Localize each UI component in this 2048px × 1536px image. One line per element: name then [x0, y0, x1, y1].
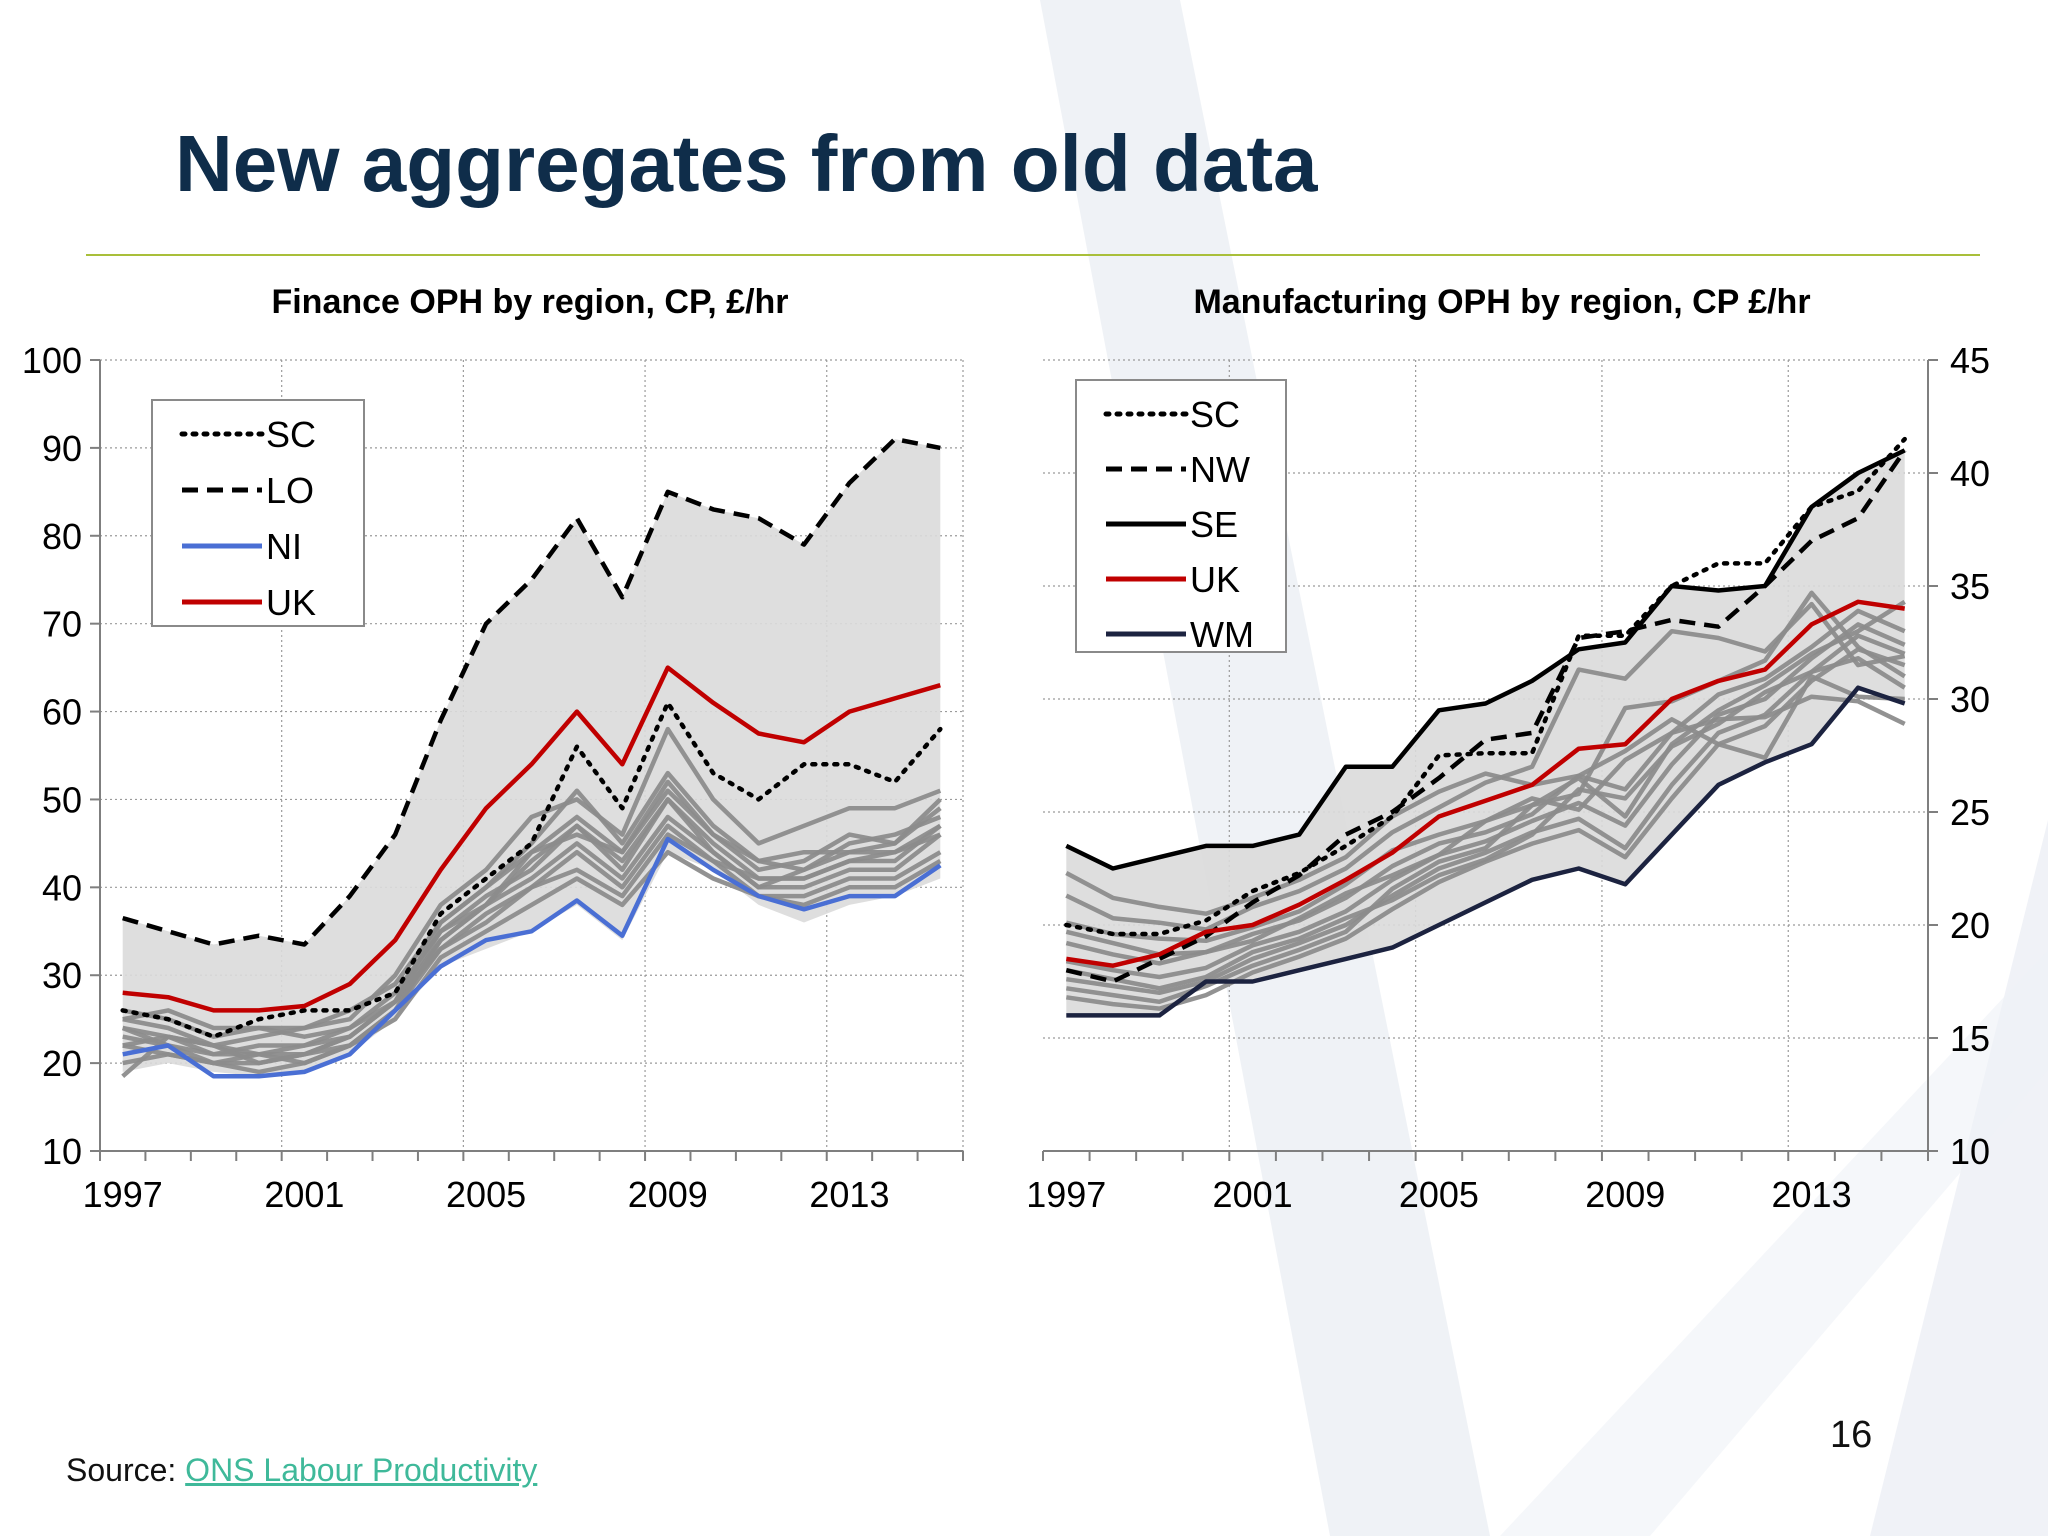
series-line-uk	[122, 665, 941, 1013]
region-line	[122, 832, 942, 1039]
region-line	[1065, 694, 1906, 957]
legend-label-uk: UK	[266, 582, 316, 623]
page-number: 16	[1830, 1414, 1873, 1456]
range-band	[122, 439, 941, 1077]
y-tick-label: 20	[42, 1043, 82, 1084]
y-tick-label: 10	[1950, 1131, 1990, 1172]
y-tick-label: 60	[42, 692, 82, 733]
y-tick-label: 80	[42, 516, 82, 557]
y-tick-label: 70	[42, 604, 82, 645]
x-tick-label: 2001	[1213, 1174, 1293, 1215]
x-tick-label: 2009	[1585, 1174, 1665, 1215]
region-line	[122, 770, 942, 1048]
y-tick-label: 35	[1950, 566, 1990, 607]
y-tick-label: 20	[1950, 905, 1990, 946]
series-line-ni	[122, 836, 942, 1079]
x-tick-label: 2009	[628, 1174, 708, 1215]
series-line-uk	[1065, 599, 1906, 968]
x-tick-label: 1997	[83, 1174, 163, 1215]
legend: SC NW SE UK WM	[1075, 379, 1287, 655]
x-tick-label: 2005	[1399, 1174, 1479, 1215]
y-tick-label: 40	[42, 867, 82, 908]
legend-label-wm: WM	[1190, 614, 1254, 655]
legend-label-se: SE	[1190, 504, 1238, 545]
manufacturing-chart: Manufacturing OPH by region, CP £/hr 1997…	[1026, 283, 1990, 1215]
x-tick-label: 2001	[264, 1174, 344, 1215]
range-band	[1066, 450, 1905, 1016]
legend-box	[151, 399, 365, 627]
region-line	[1065, 601, 1906, 932]
y-tick-label: 45	[1950, 340, 1990, 381]
y-tick-label: 10	[42, 1131, 82, 1172]
region-line	[1065, 656, 1906, 991]
y-tick-label: 40	[1950, 453, 1990, 494]
chart-title: Manufacturing OPH by region, CP £/hr	[1193, 283, 1810, 321]
y-tick-label: 30	[42, 955, 82, 996]
y-tick-label: 90	[42, 428, 82, 469]
region-line	[1065, 599, 1906, 1005]
chart-title: Finance OPH by region, CP, £/hr	[271, 283, 788, 321]
legend: SC LO NI UK	[151, 399, 365, 627]
series-line-wm	[1066, 685, 1906, 1018]
x-tick-label: 1997	[1026, 1174, 1106, 1215]
finance-chart: Finance OPH by region, CP, £/hr 1997 2001 2…	[22, 283, 964, 1215]
series-line-lo	[122, 436, 941, 947]
y-tick-label: 25	[1950, 792, 1990, 833]
source-note: Source: ONS Labour Productivity	[66, 1452, 537, 1489]
region-line	[1065, 674, 1905, 916]
y-tick-label: 30	[1950, 679, 1990, 720]
legend-label-sc: SC	[266, 414, 316, 455]
y-tick-label: 15	[1950, 1018, 1990, 1059]
legend-label-nw: NW	[1190, 449, 1250, 490]
y-tick-label: 50	[42, 779, 82, 820]
title-divider	[86, 254, 1980, 256]
source-link[interactable]: ONS Labour Productivity	[185, 1452, 538, 1488]
x-tick-label: 2013	[1772, 1174, 1852, 1215]
region-line	[1065, 622, 1906, 980]
legend-label-lo: LO	[266, 470, 314, 511]
legend-label-ni: NI	[266, 526, 302, 567]
y-tick-label: 100	[22, 340, 82, 381]
source-label: Source:	[66, 1452, 186, 1488]
legend-label-uk: UK	[1190, 559, 1240, 600]
x-tick-label: 2013	[809, 1174, 889, 1215]
series-line-sc	[1064, 436, 1907, 937]
series-line-se	[1065, 448, 1906, 871]
x-tick-label: 2005	[446, 1174, 526, 1215]
legend-box	[1075, 379, 1287, 653]
region-line	[121, 788, 942, 1078]
legend-label-sc: SC	[1190, 394, 1240, 435]
slide-title: New aggregates from old data	[175, 119, 1318, 208]
series-line-sc	[120, 700, 943, 1039]
